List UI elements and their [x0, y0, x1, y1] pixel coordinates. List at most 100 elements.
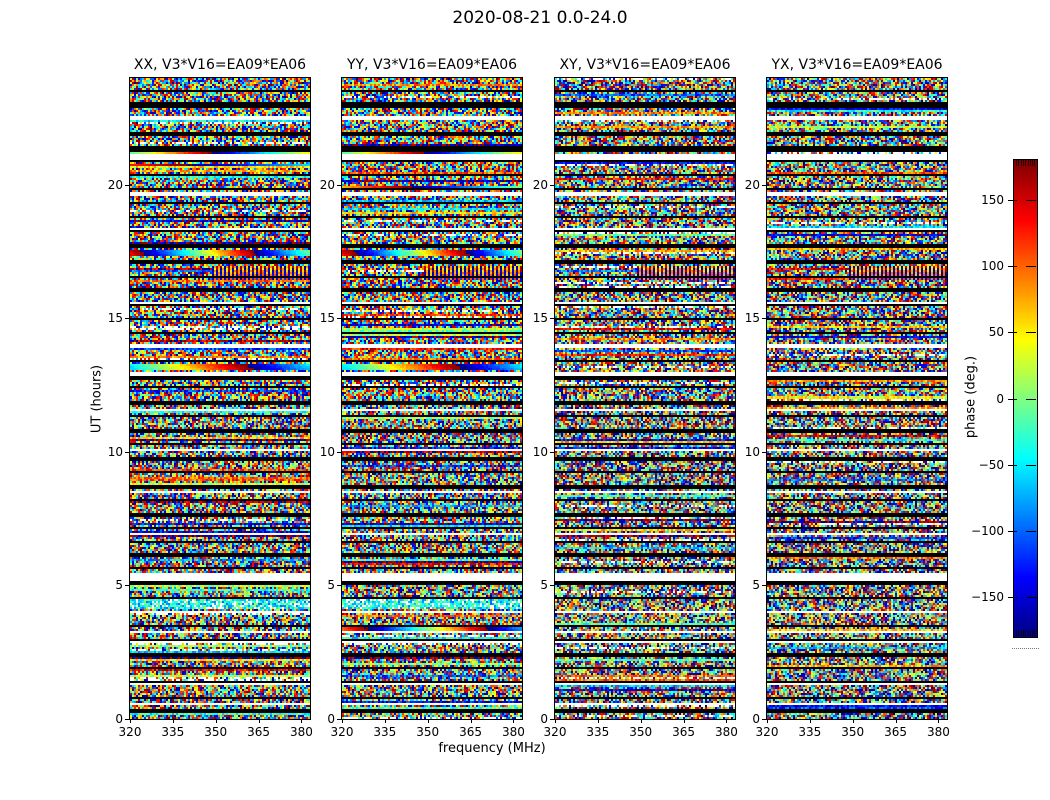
y-tick-label: 0 [540, 712, 548, 726]
colorbar-end-comb [1032, 160, 1034, 166]
figure-title: 2020-08-21 0.0-24.0 [452, 8, 628, 28]
y-tick-mark [337, 451, 341, 453]
y-tick-mark [337, 318, 341, 320]
x-tick-label: 335 [161, 725, 185, 739]
colorbar-under-dots [1012, 648, 1039, 649]
y-tick-mark [762, 318, 766, 320]
y-tick-mark [550, 585, 554, 587]
colorbar-end-comb [1016, 630, 1017, 636]
heatmap-panel-yx [766, 77, 948, 720]
x-tick-label: 350 [841, 725, 865, 739]
panel-title-xy: XY, V3*V16=EA09*EA06 [559, 57, 731, 73]
colorbar-end-comb [1018, 630, 1020, 636]
y-tick-mark [762, 719, 766, 720]
x-tick-label: 335 [373, 725, 397, 739]
y-tick-label: 20 [532, 177, 548, 192]
y-tick-label: 10 [107, 444, 123, 459]
y-tick-mark [762, 585, 766, 587]
y-axis-label: UT (hours) [89, 364, 105, 434]
colorbar-end-comb [1034, 630, 1036, 636]
colorbar-tick-mark [1008, 199, 1017, 201]
y-tick-label: 20 [107, 177, 123, 192]
x-tick-label: 365 [459, 725, 483, 739]
x-tick-mark [895, 719, 897, 723]
y-tick-mark [125, 451, 129, 453]
x-tick-label: 350 [629, 725, 653, 739]
colorbar-tick-mark [1008, 266, 1017, 267]
panel-title-xx: XX, V3*V16=EA09*EA06 [133, 57, 307, 73]
x-tick-mark [172, 719, 174, 723]
x-tick-label: 335 [586, 725, 610, 739]
y-tick-label: 10 [319, 444, 335, 459]
x-tick-label: 380 [289, 725, 313, 739]
heatmap-canvas-xy [555, 78, 735, 719]
colorbar-end-comb [1029, 160, 1031, 166]
x-tick-mark [301, 719, 303, 723]
y-tick-mark [337, 719, 341, 720]
colorbar-tick-mark [1008, 398, 1017, 400]
x-tick-label: 320 [755, 725, 779, 739]
colorbar-tick-label: 0 [996, 391, 1004, 406]
y-tick-label: 10 [744, 444, 760, 459]
x-tick-mark [809, 719, 811, 723]
x-tick-mark [597, 719, 599, 723]
colorbar-tick-mark [1008, 597, 1017, 599]
y-tick-label: 0 [327, 712, 335, 726]
y-tick-mark [125, 719, 129, 720]
y-tick-label: 15 [744, 311, 760, 326]
x-tick-label: 365 [884, 725, 908, 739]
y-tick-label: 10 [532, 444, 548, 459]
y-tick-label: 5 [115, 578, 123, 593]
y-tick-mark [337, 585, 341, 587]
x-tick-mark [130, 719, 131, 723]
y-tick-mark [550, 451, 554, 453]
colorbar-canvas [1014, 160, 1037, 637]
colorbar-end-comb [1016, 160, 1017, 166]
x-tick-mark [767, 719, 768, 723]
y-tick-mark [125, 318, 129, 320]
y-tick-mark [125, 184, 129, 186]
x-tick-label: 350 [416, 725, 440, 739]
y-tick-label: 15 [107, 311, 123, 326]
colorbar-end-comb [1020, 160, 1022, 166]
colorbar-tick-mark [1026, 597, 1036, 599]
colorbar-tick-label: −50 [978, 457, 1004, 472]
x-tick-label: 320 [118, 725, 142, 739]
y-tick-mark [550, 318, 554, 320]
y-tick-label: 20 [319, 177, 335, 192]
y-tick-label: 5 [752, 578, 760, 593]
colorbar-tick-mark [1026, 199, 1036, 201]
y-tick-mark [125, 585, 129, 587]
y-tick-label: 15 [319, 311, 335, 326]
colorbar-tick-label: 150 [981, 192, 1004, 207]
y-tick-label: 0 [752, 712, 760, 726]
y-tick-label: 5 [327, 578, 335, 593]
heatmap-panel-xx [129, 77, 311, 720]
x-tick-mark [384, 719, 386, 723]
colorbar-end-comb [1029, 630, 1031, 636]
x-tick-mark [513, 719, 515, 723]
colorbar-tick-label: 100 [981, 259, 1004, 273]
x-tick-label: 380 [926, 725, 950, 739]
x-tick-mark [215, 719, 217, 723]
x-tick-mark [470, 719, 472, 723]
colorbar-label: phase (deg.) [963, 355, 979, 439]
y-tick-label: 0 [115, 712, 123, 726]
x-tick-mark [683, 719, 685, 723]
x-tick-mark [342, 719, 343, 723]
x-tick-mark [726, 719, 728, 723]
colorbar-tick-mark [1008, 332, 1017, 334]
x-tick-mark [427, 719, 429, 723]
x-tick-mark [555, 719, 556, 723]
x-tick-mark [938, 719, 940, 723]
y-tick-mark [337, 184, 341, 186]
panel-title-yx: YX, V3*V16=EA09*EA06 [771, 57, 943, 73]
colorbar-end-comb [1020, 630, 1022, 636]
colorbar-tick-label: 50 [988, 325, 1004, 340]
colorbar-tick-mark [1026, 332, 1036, 334]
colorbar-tick-mark [1026, 398, 1036, 400]
y-tick-label: 15 [532, 311, 548, 326]
colorbar-tick-mark [1008, 464, 1017, 466]
colorbar-tick-mark [1026, 266, 1036, 267]
